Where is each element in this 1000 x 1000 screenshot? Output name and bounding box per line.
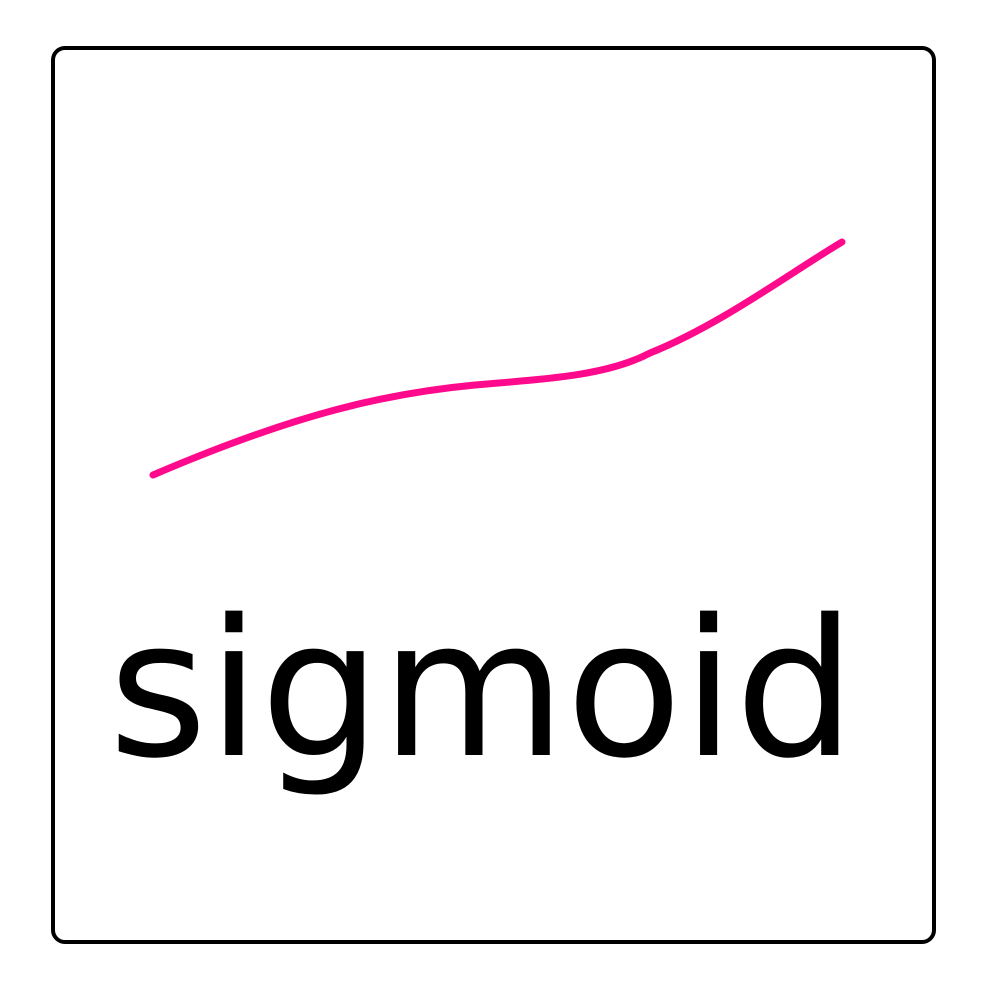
sigmoid-label: sigmoid [108,579,856,800]
sigmoid-card [51,46,936,944]
sigmoid-curve-line [149,238,846,479]
